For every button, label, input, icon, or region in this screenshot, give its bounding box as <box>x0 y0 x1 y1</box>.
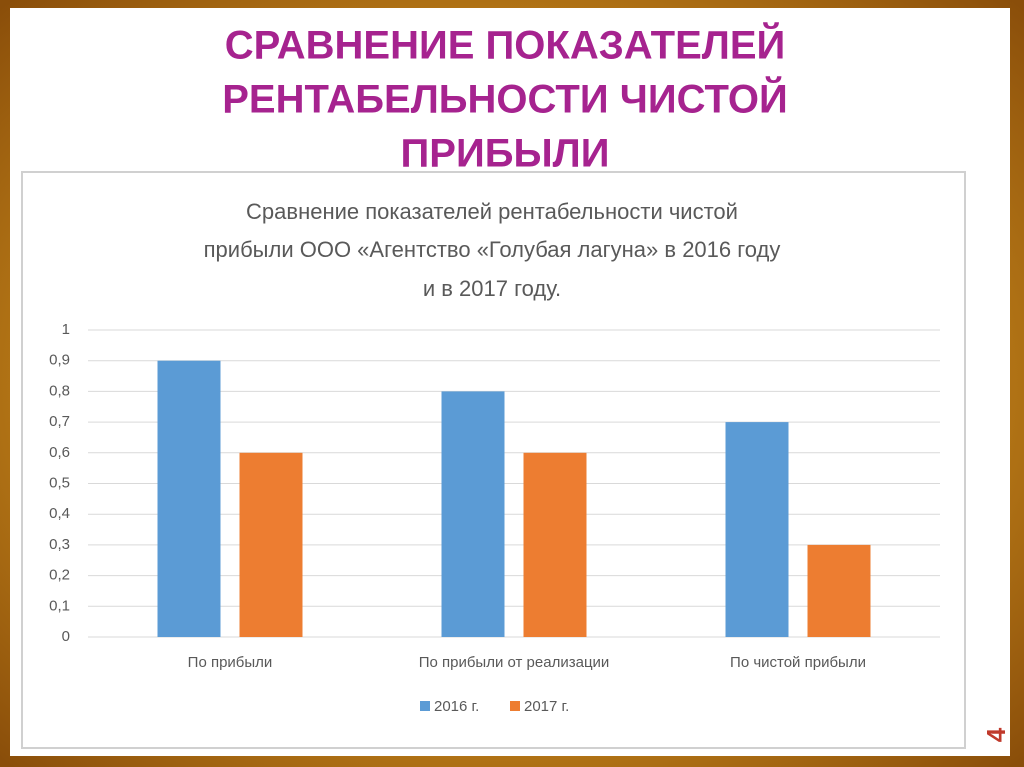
y-tick-label: 0,5 <box>49 474 70 491</box>
slide-title-line: РЕНТАБЕЛЬНОСТИ ЧИСТОЙ <box>222 76 788 122</box>
plot: 0 0,1 0,2 0,3 0,4 0,5 0,6 0,7 0,8 0,9 1 По прибыли П… <box>49 321 940 715</box>
y-tick-label: 0,8 <box>49 382 70 399</box>
y-tick-label: 0,9 <box>49 352 70 369</box>
chart-title-line: и в 2017 году. <box>423 276 561 301</box>
bar <box>157 360 221 637</box>
bar <box>725 422 789 637</box>
legend-swatch <box>420 701 430 711</box>
x-tick-label: По чистой прибыли <box>730 654 866 671</box>
chart-title-line: Сравнение показателей рентабельности чис… <box>246 199 738 224</box>
slide-title: СРАВНЕНИЕ ПОКАЗАТЕЛЕЙ РЕНТАБЕЛЬНОСТИ ЧИС… <box>222 22 788 176</box>
bar <box>239 452 303 637</box>
x-tick-label: По прибыли <box>188 654 273 671</box>
y-tick-label: 0,1 <box>49 597 70 614</box>
legend-swatch <box>510 701 520 711</box>
page-number: 4 <box>981 727 1011 742</box>
y-tick-label: 0,2 <box>49 567 70 584</box>
bar <box>807 544 871 637</box>
bar <box>523 452 587 637</box>
y-tick-label: 1 <box>62 321 70 338</box>
legend-label: 2017 г. <box>524 698 569 715</box>
chart-title-line: прибыли ООО «Агентство «Голубая лагуна» … <box>204 237 781 262</box>
y-tick-label: 0,4 <box>49 505 70 522</box>
chart-title: Сравнение показателей рентабельности чис… <box>204 199 781 301</box>
y-tick-label: 0,7 <box>49 413 70 430</box>
y-tick-label: 0,6 <box>49 444 70 461</box>
slide-title-line: СРАВНЕНИЕ ПОКАЗАТЕЛЕЙ <box>225 22 786 68</box>
y-tick-label: 0 <box>62 628 70 645</box>
y-tick-label: 0,3 <box>49 536 70 553</box>
slide-title-line: ПРИБЫЛИ <box>401 132 610 176</box>
x-tick-label: По прибыли от реализации <box>419 654 610 671</box>
bar <box>441 391 505 637</box>
legend-label: 2016 г. <box>434 698 479 715</box>
